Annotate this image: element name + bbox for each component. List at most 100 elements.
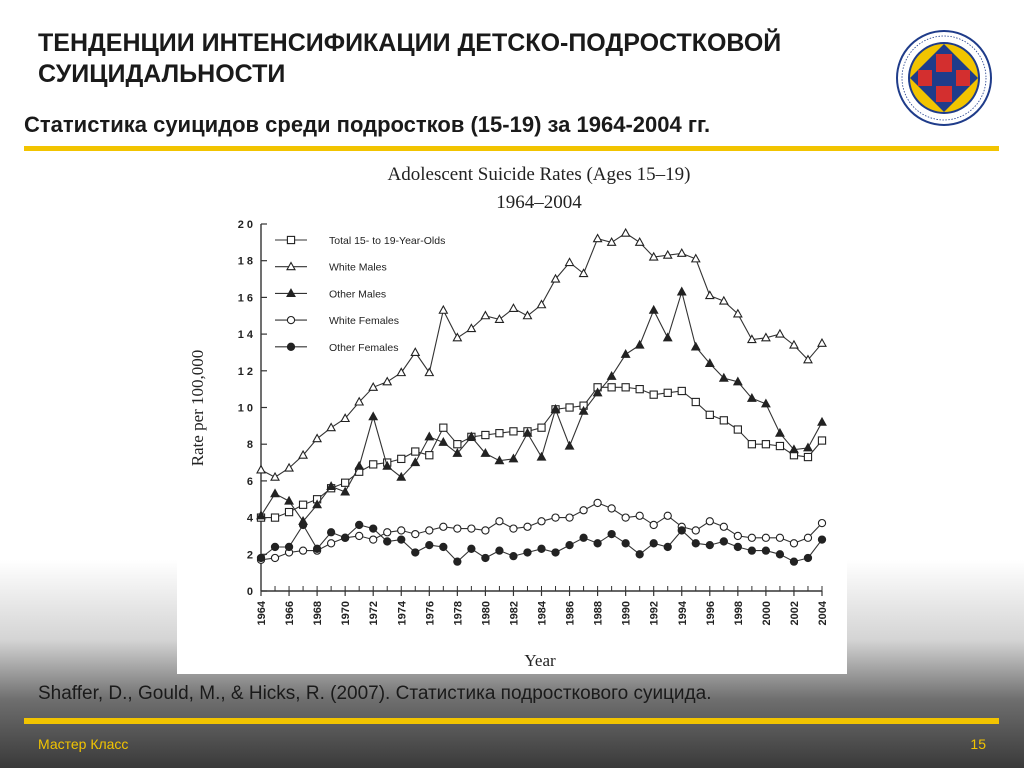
data-point — [663, 511, 672, 520]
data-point — [326, 539, 336, 548]
slide-title: ТЕНДЕНЦИИ ИНТЕНСИФИКАЦИИ ДЕТСКО-ПОДРОСТК… — [38, 29, 782, 88]
data-point — [298, 520, 308, 530]
legend-label: Other Females — [329, 342, 398, 354]
data-point — [326, 481, 337, 490]
footer-label: Мастер Класс — [38, 736, 129, 752]
data-point — [789, 539, 799, 548]
data-point — [453, 557, 462, 566]
data-point — [550, 404, 561, 413]
x-tick-label: 1992 — [649, 601, 661, 625]
legend-entry: White Females — [275, 315, 399, 327]
data-point — [803, 553, 813, 563]
y-tick-label: 2 0 — [238, 219, 253, 231]
x-tick-label: 1972 — [368, 601, 380, 625]
data-point — [789, 557, 799, 566]
data-point — [368, 381, 379, 391]
data-point — [649, 390, 658, 399]
data-point — [270, 553, 280, 563]
data-point — [635, 550, 644, 559]
x-tick-label: 1976 — [424, 601, 436, 625]
data-point — [746, 392, 757, 402]
data-point — [397, 454, 406, 464]
data-point — [326, 422, 337, 432]
data-point — [635, 511, 644, 520]
citation: Shaffer, D., Gould, M., & Hicks, R. (200… — [38, 683, 712, 704]
data-point — [690, 341, 701, 351]
legend-label: White Females — [329, 315, 399, 327]
data-point — [298, 449, 309, 459]
data-point — [565, 513, 574, 522]
legend-label: Total 15- to 19-Year-Olds — [329, 235, 445, 247]
data-point — [733, 542, 742, 552]
x-tick-label: 1964 — [256, 600, 268, 625]
data-point — [817, 337, 827, 347]
data-point — [396, 367, 407, 377]
data-point — [663, 542, 672, 552]
data-point — [579, 533, 588, 542]
data-point — [789, 444, 799, 454]
data-point — [522, 427, 533, 437]
data-point — [564, 257, 575, 267]
data-point — [761, 533, 771, 542]
data-point — [718, 295, 729, 305]
data-point — [355, 531, 364, 541]
data-point — [718, 372, 729, 382]
data-point — [719, 416, 728, 425]
legend-entry: Other Females — [275, 342, 398, 354]
legend-marker — [286, 342, 296, 351]
data-point — [817, 535, 827, 544]
data-point — [817, 416, 827, 426]
data-point — [508, 303, 519, 312]
data-point — [453, 524, 462, 533]
data-point — [551, 548, 560, 557]
data-point — [775, 441, 785, 451]
data-point — [550, 273, 561, 283]
data-point — [803, 442, 813, 452]
data-point — [691, 539, 700, 548]
x-tick-label: 1978 — [452, 601, 464, 625]
slide-subtitle: Статистика суицидов среди подростков (15… — [24, 112, 711, 137]
data-point — [606, 237, 617, 246]
data-point — [621, 513, 630, 522]
data-point — [621, 383, 630, 392]
data-point — [593, 498, 602, 508]
data-point — [341, 478, 350, 487]
data-point — [256, 553, 266, 563]
data-point — [733, 425, 742, 434]
data-point — [383, 528, 392, 537]
x-tick-label: 1982 — [508, 601, 520, 625]
data-point — [803, 354, 813, 364]
data-point — [565, 540, 574, 550]
data-point — [760, 332, 771, 342]
y-tick-label: 1 6 — [238, 292, 253, 304]
data-point — [690, 253, 701, 263]
data-point — [340, 486, 351, 496]
legend-marker — [286, 288, 296, 297]
data-point — [634, 237, 645, 246]
x-tick-label: 2002 — [789, 601, 801, 625]
data-point — [411, 548, 420, 557]
data-point — [438, 437, 449, 446]
data-point — [774, 328, 785, 338]
x-tick-label: 1990 — [621, 601, 633, 625]
data-point — [452, 332, 463, 342]
data-point — [354, 396, 365, 406]
y-tick-label: 1 4 — [238, 329, 254, 341]
data-point — [508, 453, 519, 463]
data-point — [382, 376, 393, 386]
data-point — [522, 310, 533, 320]
data-point — [775, 533, 785, 542]
data-point — [312, 544, 322, 553]
data-point — [705, 410, 714, 419]
data-point — [340, 413, 351, 423]
x-tick-label: 2000 — [761, 601, 773, 625]
data-point — [481, 430, 490, 440]
data-point — [803, 533, 813, 542]
data-point — [284, 462, 294, 472]
data-point — [383, 537, 392, 546]
data-point — [817, 518, 827, 528]
data-point — [564, 440, 575, 450]
data-point — [424, 431, 435, 441]
series-2 — [256, 286, 827, 525]
data-point — [481, 526, 490, 535]
